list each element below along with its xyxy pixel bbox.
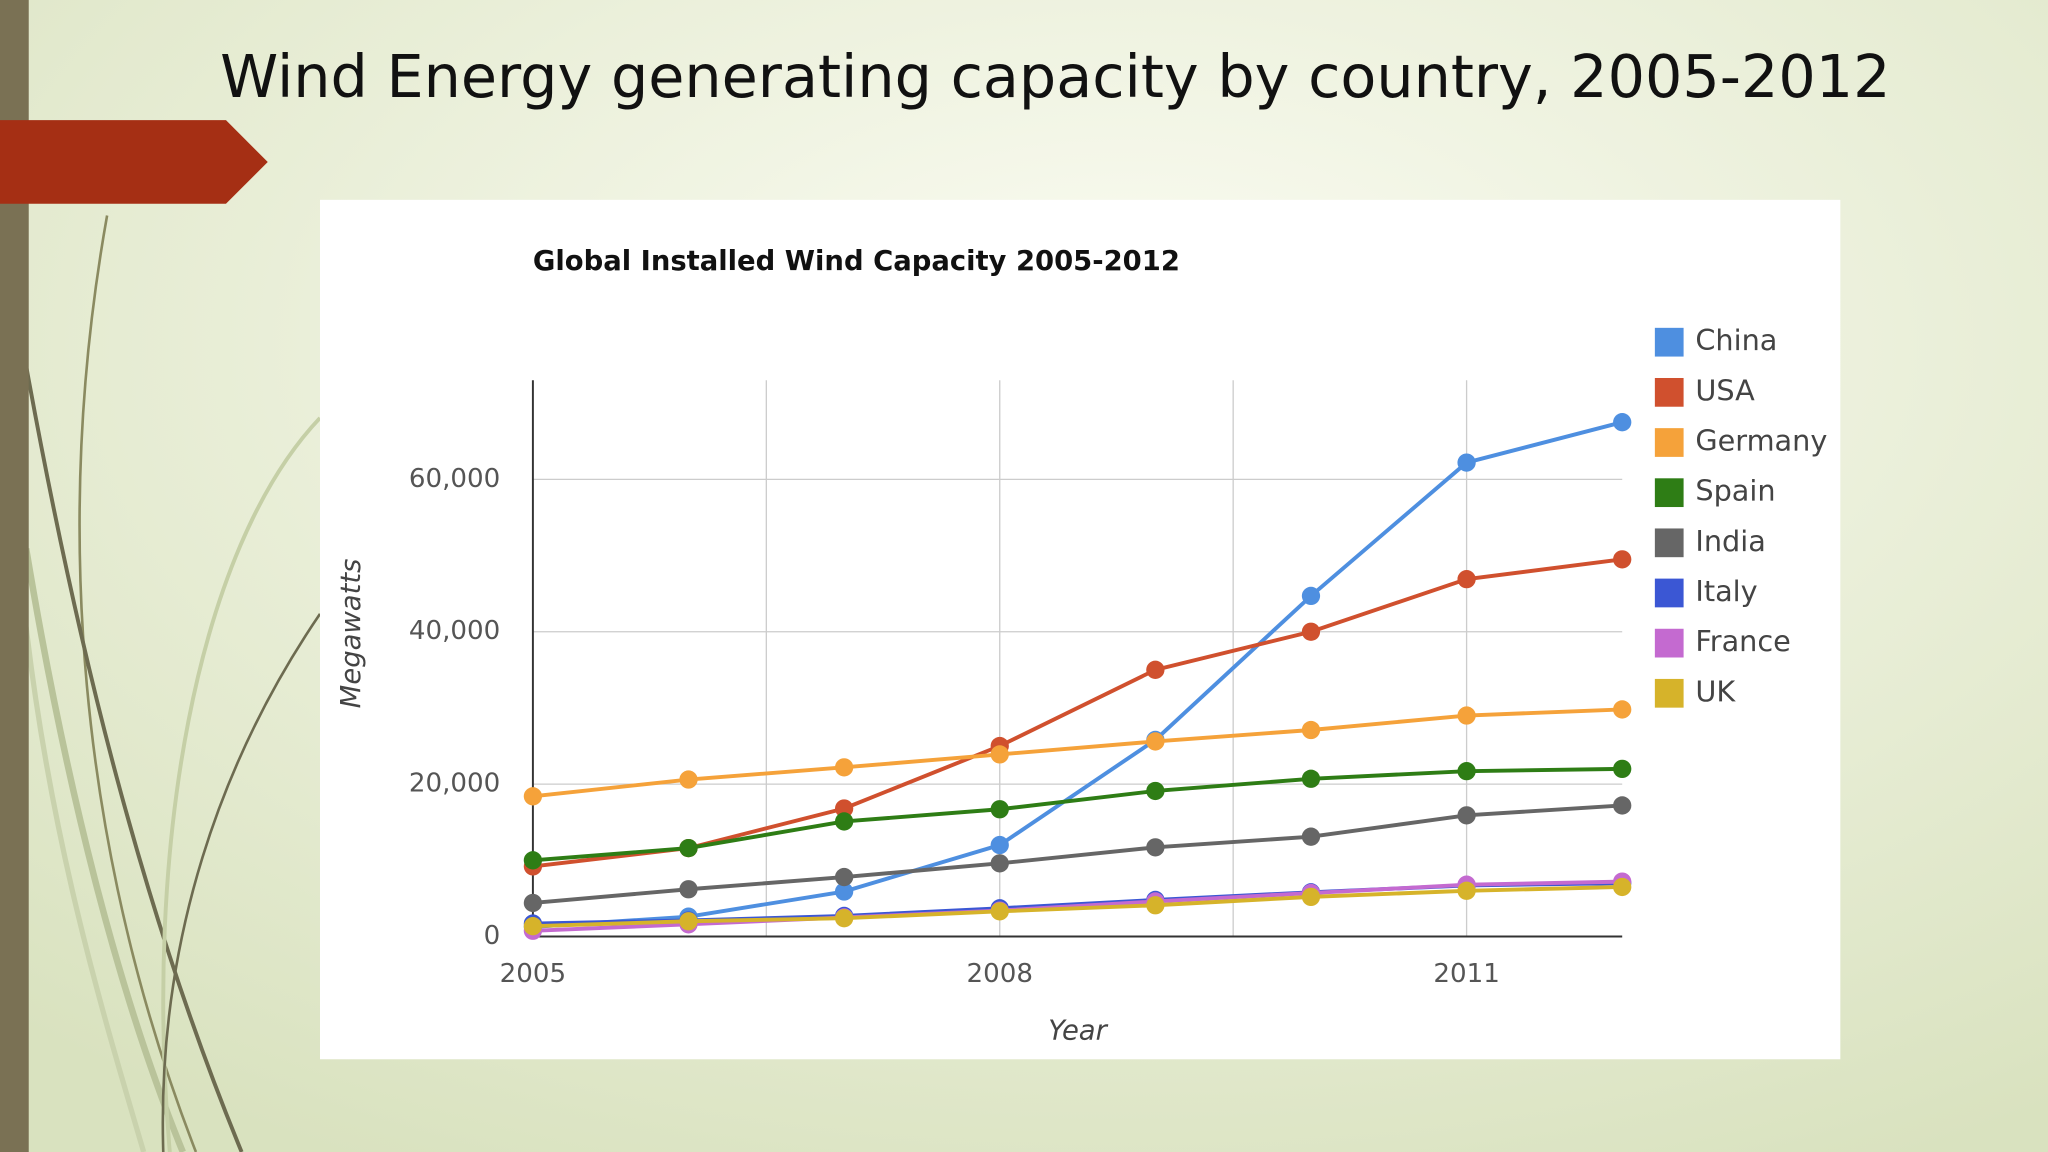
- legend-swatch: [1654, 428, 1684, 457]
- series-line: [532, 885, 1623, 929]
- data-point: [1457, 762, 1476, 781]
- series-line: [532, 557, 1623, 869]
- data-point: [834, 867, 854, 887]
- x-tick-label: 2005: [500, 959, 566, 989]
- data-point: [1613, 759, 1632, 779]
- data-point: [523, 787, 543, 806]
- data-point: [1457, 570, 1476, 589]
- series-line: [532, 766, 1623, 863]
- legend-label: UK: [1695, 674, 1736, 708]
- legend-swatch: [1654, 628, 1684, 658]
- y-axis-label: Megawatts: [336, 559, 367, 709]
- series-line: [532, 420, 1623, 929]
- title-arrow: [0, 120, 268, 204]
- slide-title: Wind Energy generating capacity by count…: [220, 42, 1890, 111]
- data-point: [1301, 827, 1321, 846]
- x-axis-label: Year: [1048, 1015, 1108, 1046]
- data-point: [1457, 453, 1476, 472]
- data-point: [1457, 806, 1476, 825]
- data-point: [1613, 796, 1632, 815]
- data-point: [679, 880, 698, 899]
- legend-label: India: [1695, 524, 1765, 558]
- data-point: [523, 851, 543, 870]
- data-point: [834, 799, 854, 818]
- data-point: [523, 893, 543, 913]
- data-point: [1146, 781, 1165, 801]
- legend-swatch: [1654, 528, 1684, 558]
- y-tick-label: 20,000: [409, 769, 500, 799]
- data-point: [679, 838, 698, 858]
- data-point: [834, 758, 854, 777]
- data-point: [990, 745, 1009, 764]
- data-point: [1613, 413, 1632, 432]
- data-point: [1301, 586, 1321, 606]
- y-tick-label: 40,000: [409, 616, 500, 646]
- data-point: [1301, 887, 1321, 907]
- y-tick-label: 0: [484, 921, 501, 951]
- legend-label: Germany: [1695, 424, 1827, 458]
- legend-label: France: [1695, 624, 1791, 658]
- x-tick-label: 2011: [1433, 959, 1499, 989]
- data-point: [990, 800, 1009, 819]
- data-point: [834, 812, 854, 831]
- series-line: [532, 803, 1623, 905]
- grid: 0 20,000 40,000 60,000 2005 2008 2011: [409, 380, 1623, 989]
- data-point: [679, 770, 698, 789]
- data-point: [1146, 660, 1165, 679]
- data-point: [1146, 838, 1165, 857]
- legend-label: Spain: [1695, 474, 1775, 508]
- data-point: [1146, 896, 1165, 915]
- series-line: [532, 879, 1623, 933]
- data-point: [1457, 881, 1476, 900]
- data-point: [990, 854, 1009, 873]
- data-point: [1301, 622, 1321, 641]
- data-point: [1613, 550, 1632, 569]
- legend-swatch: [1654, 678, 1684, 708]
- data-point: [1301, 769, 1321, 788]
- data-point: [990, 902, 1009, 921]
- y-tick-label: 60,000: [409, 464, 500, 494]
- chart-title: Global Installed Wind Capacity 2005-2012: [533, 246, 1180, 277]
- legend-swatch: [1654, 578, 1684, 608]
- data-point: [1146, 732, 1165, 751]
- data-point: [834, 882, 854, 901]
- x-tick-label: 2008: [967, 959, 1033, 989]
- data-point: [1301, 720, 1321, 740]
- data-point: [834, 909, 854, 928]
- legend-swatch: [1654, 327, 1684, 357]
- data-point: [679, 912, 698, 931]
- data-point: [1613, 700, 1632, 719]
- data-point: [1457, 706, 1476, 725]
- legend-label: USA: [1695, 373, 1755, 407]
- data-point: [1613, 877, 1632, 897]
- legend-swatch: [1654, 377, 1684, 407]
- decor-curves: [22, 215, 322, 1152]
- legend-swatch: [1654, 478, 1684, 508]
- series-line: [532, 707, 1623, 799]
- data-point: [523, 917, 543, 936]
- plot: [523, 413, 1632, 940]
- legend-label: China: [1695, 323, 1777, 357]
- chart-panel: [320, 199, 1841, 1060]
- legend-label: Italy: [1695, 574, 1757, 608]
- data-point: [990, 835, 1009, 855]
